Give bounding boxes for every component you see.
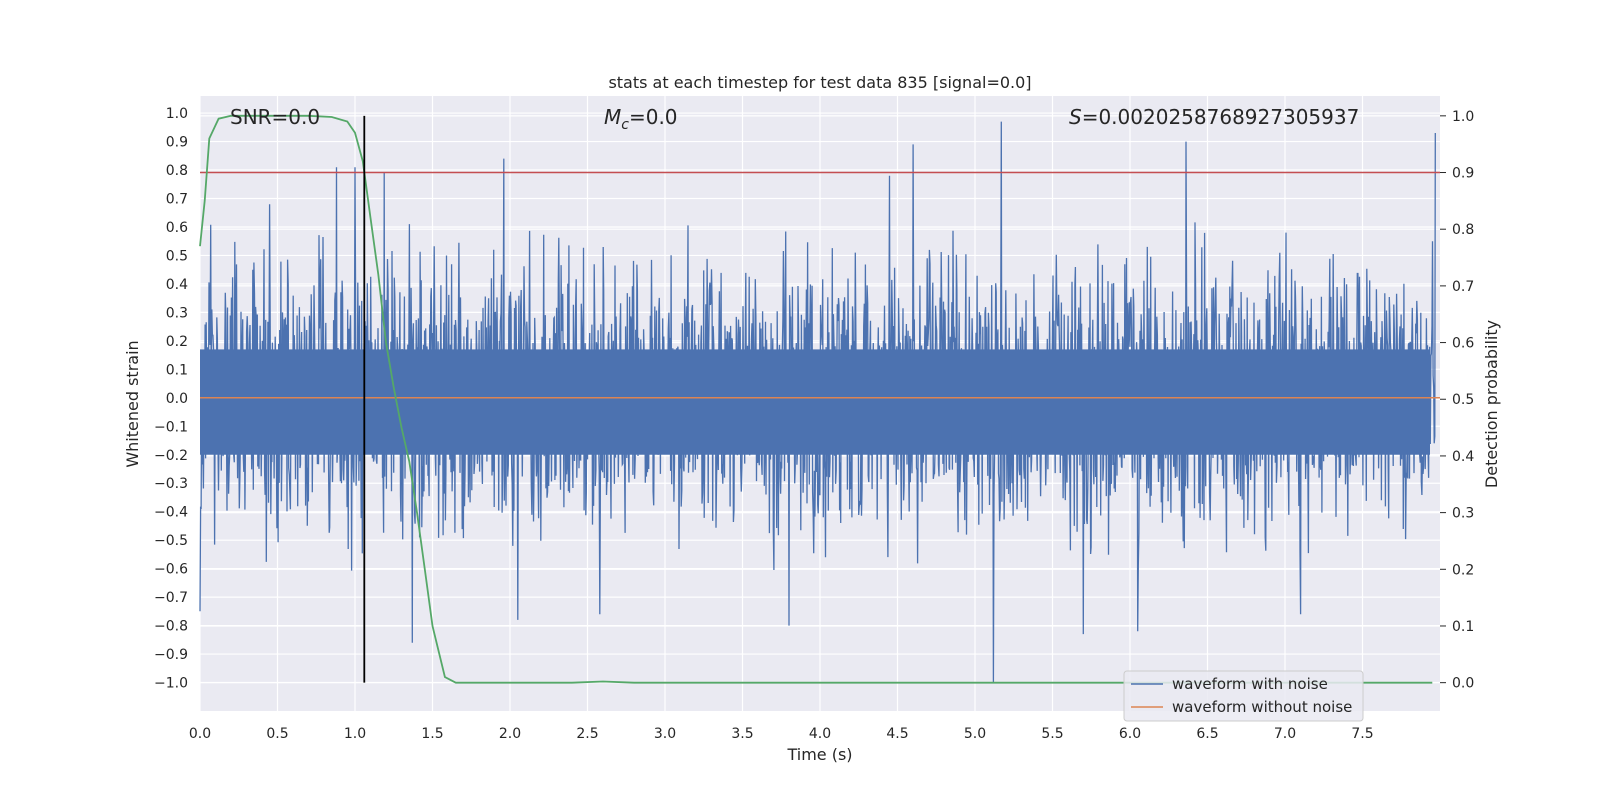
y-left-tick-label: −0.8: [154, 619, 188, 635]
y-left-tick-label: 0.2: [166, 334, 188, 350]
x-tick-label: 6.0: [1119, 726, 1141, 742]
x-tick-label: 2.0: [499, 726, 521, 742]
x-tick-label: 1.5: [421, 726, 443, 742]
y-left-tick-label: 0.8: [166, 163, 188, 179]
y-left-tick-label: 1.0: [166, 106, 188, 122]
y-left-tick-label: −0.7: [154, 590, 188, 606]
x-tick-label: 7.5: [1351, 726, 1373, 742]
series-waveform-with-noise: [199, 121, 1436, 683]
y-right-tick-label: 0.6: [1452, 336, 1474, 352]
y-right-tick-label: 0.2: [1452, 562, 1474, 578]
x-tick-label: 3.0: [654, 726, 676, 742]
x-tick-label: 5.5: [1041, 726, 1063, 742]
x-tick-label: 1.0: [344, 726, 366, 742]
mc-value: =0.0: [629, 105, 678, 129]
y-left-tick-label: 0.0: [166, 391, 188, 407]
y-axis-label-right: Detection probability: [1482, 320, 1501, 488]
y-right-tick-label: 0.5: [1452, 392, 1474, 408]
x-tick-label: 7.0: [1274, 726, 1296, 742]
y-left-tick-label: −0.5: [154, 533, 188, 549]
x-tick-label: 5.0: [964, 726, 986, 742]
y-left-tick-label: 0.5: [166, 248, 188, 264]
s-symbol: S: [1069, 105, 1082, 129]
y-left-tick-label: −0.2: [154, 448, 188, 464]
y-left-tick-label: −0.1: [154, 419, 188, 435]
y-left-tick-label: −0.9: [154, 647, 188, 663]
series-lines: [199, 114, 1440, 684]
x-tick-label: 0.5: [266, 726, 288, 742]
x-tick-label: 0.0: [189, 726, 211, 742]
y-left-tick-label: 0.1: [166, 362, 188, 378]
tick-labels: 0.0 0.5 1.0 1.5 2.0 2.5 3.0 3.5 4.0 4.5 5.0 5.5 6.0 6…: [154, 106, 1474, 742]
y-right-tick-label: 0.0: [1452, 676, 1474, 692]
y-left-tick-label: −0.3: [154, 476, 188, 492]
y-left-tick-label: −1.0: [154, 676, 188, 692]
waveform-with-noise-band: [200, 349, 1430, 455]
x-tick-label: 6.5: [1196, 726, 1218, 742]
y-right-tick-label: 1.0: [1452, 109, 1474, 125]
y-left-tick-label: −0.6: [154, 562, 188, 578]
detection-probability-line: [199, 114, 1433, 684]
x-axis-label: Time (s): [786, 745, 852, 764]
y-right-tick-label: 0.3: [1452, 506, 1474, 522]
s-annotation: S=0.0020258768927305937: [1069, 105, 1359, 129]
y-axis-label-left: Whitened strain: [123, 340, 142, 467]
y-right-tick-label: 0.4: [1452, 449, 1474, 465]
legend-box: [1123, 670, 1364, 722]
x-tick-label: 4.0: [809, 726, 831, 742]
s-value: =0.0020258768927305937: [1082, 105, 1360, 129]
y-right-tick-label: 0.9: [1452, 166, 1474, 182]
x-tick-label: 4.5: [886, 726, 908, 742]
y-left-tick-label: 0.6: [166, 220, 188, 236]
y-left-tick-label: −0.4: [154, 505, 188, 521]
legend-label-with-noise: waveform with noise: [1172, 675, 1328, 693]
y-right-tick-label: 0.1: [1452, 619, 1474, 635]
mc-symbol: M: [604, 105, 621, 129]
x-tick-label: 2.5: [576, 726, 598, 742]
mc-subscript: c: [621, 117, 629, 133]
y-left-tick-label: 0.9: [166, 135, 188, 151]
y-right-tick-label: 0.8: [1452, 222, 1474, 238]
y-left-tick-label: 0.4: [166, 277, 188, 293]
chirp-mass-annotation: Mc=0.0: [604, 105, 678, 133]
y-left-tick-label: 0.3: [166, 305, 188, 321]
legend: waveform with noise waveform without noi…: [1123, 670, 1364, 722]
chart-title: stats at each timestep for test data 835…: [608, 73, 1031, 92]
legend-label-without-noise: waveform without noise: [1172, 698, 1352, 716]
y-left-tick-label: 0.7: [166, 192, 188, 208]
x-tick-label: 3.5: [731, 726, 753, 742]
y-right-tick-label: 0.7: [1452, 279, 1474, 295]
snr-annotation: SNR=0.0: [230, 105, 320, 129]
